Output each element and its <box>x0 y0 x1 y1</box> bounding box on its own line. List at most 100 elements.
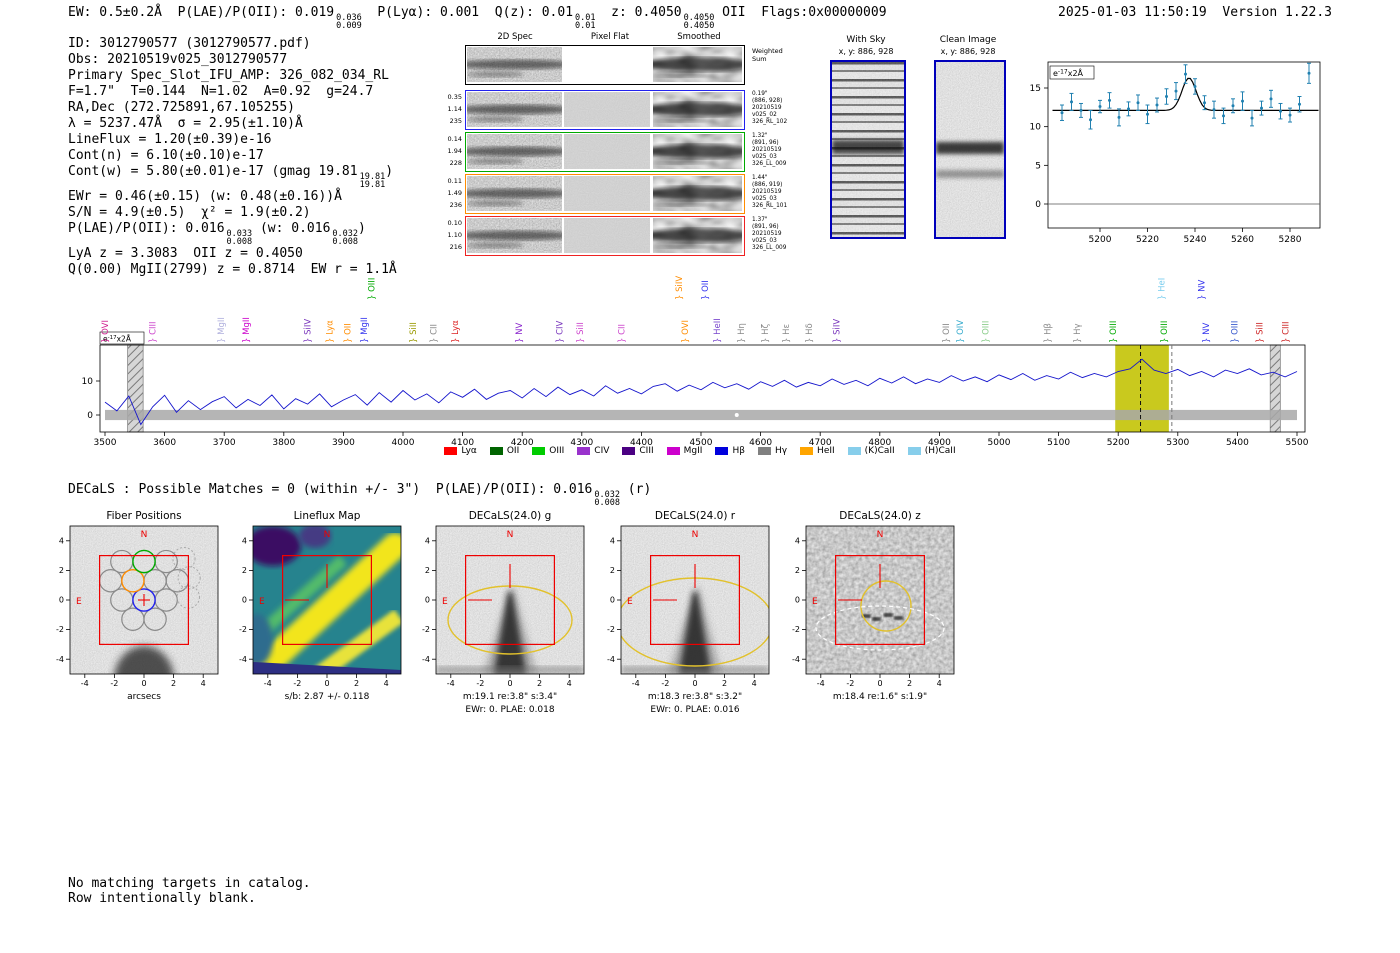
panel-y-tick-label: -4 <box>56 655 64 664</box>
summary-header: EW: 0.5±0.2Å P(LAE)/P(OII): 0.019 0.036 0.… <box>68 5 887 30</box>
fiber-2dspec-svg <box>467 134 562 169</box>
panel-y-tick-label: 4 <box>59 536 64 545</box>
compass-north: N <box>877 530 884 540</box>
panel-x-tick-label: -4 <box>632 679 640 688</box>
panel-x-tick-label: -4 <box>817 679 825 688</box>
fiber-annotation-line: 1.32" <box>752 133 768 139</box>
info-line: λ = 5237.47Å σ = 2.95(±1.10)Å <box>68 116 397 132</box>
panel-x-tick-label: 0 <box>877 679 882 688</box>
clean-title: Clean Image <box>939 35 997 45</box>
data-point <box>1079 108 1083 112</box>
panel-y-tick-label: -2 <box>239 625 247 634</box>
info-line: Obs: 20210519v025_3012790577 <box>68 52 397 68</box>
legend-item: Lyα <box>444 446 477 456</box>
sep-circle <box>860 580 912 632</box>
panel-y-tick-label: -4 <box>422 655 430 664</box>
panel-title: Fiber Positions <box>106 510 182 522</box>
line-label-OII: } OII <box>344 323 354 343</box>
weighted-2dspec <box>467 47 562 82</box>
data-point <box>1155 103 1159 107</box>
data-point <box>1127 107 1130 111</box>
legend-item: CIV <box>577 446 609 456</box>
text-segment: Cont(w) = 5.80(±0.01)e-17 (gmag 19.81 <box>68 164 358 179</box>
footer-line-1: No matching targets in catalog. <box>68 876 311 891</box>
line-label-SiII: } SiII <box>576 322 586 343</box>
fiber-smoothed <box>653 218 742 253</box>
fiber-circle-selected <box>121 568 145 593</box>
text-segment: EWr = 0.46(±0.15) (w: 0.48(±0.16))Å <box>68 189 342 204</box>
x-tick-label: 3800 <box>272 438 295 448</box>
legend-swatch <box>800 447 814 455</box>
high-flux-streak <box>253 533 401 674</box>
fiber-annotation-line: (891, 96) <box>752 224 779 230</box>
weighted-sum-label: Weighted Sum <box>752 47 783 63</box>
units-box <box>99 331 145 345</box>
uncertainty-stack: 0.033 0.008 <box>226 229 253 247</box>
info-line: Cont(w) = 5.80(±0.01)e-17 (gmag 19.81 19.… <box>68 164 397 189</box>
2d-spec-cutouts: 2D Spec Pixel Flat Smoothed Weighted Sum 0… <box>440 30 840 262</box>
data-point <box>1269 97 1273 101</box>
spectral-trace <box>653 228 742 243</box>
info-line: Q(0.00) MgII(2799) z = 0.8714 EW r = 1.1… <box>68 262 397 278</box>
extraction-box <box>281 554 373 646</box>
fiber-weight-value: 216 <box>449 243 462 251</box>
info-line: RA,Dec (272.725891,67.105255) <box>68 100 397 116</box>
fiber-2dspec <box>467 92 562 127</box>
panel-y-tick-label: 2 <box>59 566 64 575</box>
panel-x-tick-label: -2 <box>110 679 118 688</box>
info-line: P(LAE)/P(OII): 0.016 0.033 0.008 (w: 0.016… <box>68 221 397 246</box>
noise-field <box>564 92 650 127</box>
withsky-coords: x, y: 886, 928 <box>838 47 894 56</box>
fiber-annotation-line: (886, 928) <box>752 98 783 104</box>
fiber-weight-value: 0.11 <box>447 177 462 185</box>
line-label-Hζ: } Hζ <box>761 323 771 343</box>
panel-image <box>436 526 584 674</box>
fiber-weights-label: 0.35 1.14 235 <box>440 91 462 127</box>
legend-swatch <box>444 447 458 455</box>
fiber-weight-value: 0.14 <box>447 135 462 143</box>
spectral-trace <box>467 104 562 115</box>
line-label-OIII: } OIII <box>981 321 991 343</box>
legend-label: Lyα <box>461 446 477 456</box>
col-header-smoothed: Smoothed <box>677 32 721 42</box>
timestamp: 2025-01-03 11:50:19 Version 1.22.3 <box>1058 5 1332 20</box>
galaxy-halo <box>669 584 721 674</box>
dark-trace-band <box>832 140 904 154</box>
fiber-weight-value: 236 <box>449 201 462 209</box>
spectrum-line <box>104 358 1298 426</box>
line-label-Hδ: } Hδ <box>805 323 815 343</box>
noise-field <box>564 218 650 253</box>
panel-y-tick-label: 4 <box>795 536 800 545</box>
fiber-annotation-line: 326_LL_009 <box>752 245 787 251</box>
fiber-weight-value: 228 <box>449 159 462 167</box>
data-point <box>1250 116 1254 120</box>
sky-residual <box>467 71 524 78</box>
fiber-annotation-line: (886, 919) <box>752 182 783 188</box>
sky-residual <box>653 242 707 249</box>
panel-y-tick-label: 0 <box>610 596 615 605</box>
fiber-pixelflat-svg <box>564 176 650 211</box>
fiber-circle-selected <box>132 588 156 612</box>
panel-y-tick-label: 2 <box>610 566 615 575</box>
decals-header: DECaLS : Possible Matches = 0 (within +/… <box>68 482 651 507</box>
fiber-annotation-line: 20210519 <box>752 189 782 195</box>
sky-residual <box>467 200 524 207</box>
panel-x-tick-label: -4 <box>264 679 272 688</box>
line-label-HeII: } HeII <box>713 318 723 343</box>
legend-label: OIII <box>549 446 565 456</box>
compass-east: E <box>259 597 265 607</box>
panel-x-tick-label: -2 <box>293 679 301 688</box>
text-segment: P(Lyα): 0.001 Q(z): 0.01 <box>361 5 574 20</box>
spectral-trace <box>653 102 742 117</box>
fiber-smoothed-svg <box>653 134 742 169</box>
text-segment: λ = 5237.47Å σ = 2.95(±1.10)Å <box>68 116 303 131</box>
data-point <box>1203 101 1206 105</box>
panel-image <box>253 526 401 674</box>
legend-item: OIII <box>532 446 564 456</box>
units-suffix: x2Å <box>117 335 132 344</box>
sky-residual <box>467 242 524 249</box>
withsky-image <box>830 60 906 239</box>
line-label-OVI: } OVI <box>101 320 111 343</box>
fiber-pixelflat-svg <box>564 92 650 127</box>
